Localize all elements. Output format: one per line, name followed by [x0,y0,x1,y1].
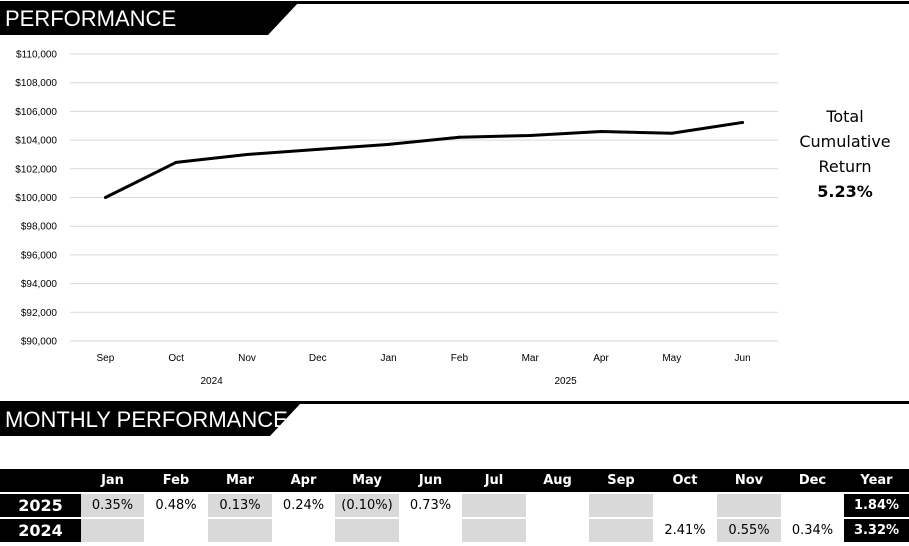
summary-label-line2: Cumulative [799,132,891,151]
performance-line [104,120,743,199]
x-tick-label: Nov [238,353,256,364]
data-point [387,142,391,146]
data-point [457,135,461,139]
summary-label-line3: Return [818,157,872,176]
y-tick-label: $96,000 [21,250,58,261]
header-corner [0,469,81,492]
x-group-label: 2025 [554,376,577,387]
column-header: Apr [272,469,335,492]
y-tick-label: $102,000 [15,164,57,175]
y-tick-label: $108,000 [15,78,57,89]
column-header: Sep [589,469,653,492]
y-tick-label: $98,000 [21,222,58,233]
summary-label-line1: Total [826,107,864,126]
data-point [316,147,320,151]
month-cell [653,494,717,517]
y-tick-label: $110,000 [16,50,57,61]
month-cell: 0.13% [208,494,272,517]
column-header: Oct [653,469,717,492]
month-cell [526,494,589,517]
monthly-performance-title: MONTHLY PERFORMANCE [0,404,300,436]
summary-value: 5.23% [817,182,873,201]
data-point [741,120,745,124]
month-cell: 2.41% [664,523,706,538]
y-tick-label: $104,000 [15,136,57,147]
month-cell: 0.55% [717,519,781,542]
month-cell [144,519,208,542]
x-tick-label: Sep [97,353,115,364]
data-point [103,196,107,199]
performance-title: PERFORMANCE [0,3,298,35]
month-cell [717,494,781,517]
y-tick-label: $100,000 [15,193,57,204]
month-cell [589,519,653,542]
table-body: 2025 0.35% 0.48% 0.13% 0.24% (0.10%) 0.73% 1.84… [0,494,909,542]
row-year: 2025 [0,494,81,517]
row-year: 2024 [0,519,81,542]
month-cell [335,519,399,542]
monthly-performance-table: Jan Feb Mar Apr May Jun Jul Aug Sep Oct Nov Dec Year… [0,467,909,544]
month-cell [272,519,335,542]
column-header: Year [844,469,909,492]
month-cell [526,519,589,542]
month-cell [589,494,653,517]
column-header: Dec [781,469,844,492]
month-cell [462,519,526,542]
month-cell: 0.73% [409,498,452,513]
month-cell [81,519,144,542]
data-point [245,152,249,156]
column-header: Nov [717,469,781,492]
x-tick-label: Mar [522,353,540,364]
x-tick-label: Jan [381,353,397,364]
x-group-label: 2024 [200,376,223,387]
x-tick-label: Dec [309,353,327,364]
month-cell [462,494,526,517]
column-header: Jul [462,469,526,492]
month-cell [399,519,462,542]
y-tick-label: $90,000 [21,337,58,348]
x-tick-label: Apr [593,353,609,364]
column-header: May [335,469,399,492]
x-tick-label: Oct [168,353,184,364]
year-total-cell: 3.32% [844,519,909,542]
y-tick-label: $94,000 [21,279,58,290]
month-cell [781,494,844,517]
column-header: Mar [208,469,272,492]
year-total-cell: 1.84% [844,494,909,517]
data-point [174,160,178,164]
performance-chart: $90,000 $92,000 $94,000 $96,000 $98,000 $100,… [15,50,778,387]
middle-rule [0,401,909,404]
y-tick-label: $92,000 [21,308,58,319]
month-cell: 0.48% [155,498,197,513]
x-tick-label: Feb [451,353,469,364]
column-header: Jun [399,469,462,492]
table-row: 2024 2.41% 0.55% 0.34% 3.32% [0,519,909,542]
month-cell: 0.34% [791,523,834,538]
column-header: Aug [526,469,589,492]
month-cell: 0.35% [81,494,144,517]
data-point [599,129,603,133]
column-header: Jan [81,469,144,492]
top-rule [0,1,909,4]
column-header: Feb [144,469,208,492]
x-tick-label: May [662,353,681,364]
data-point [528,134,532,138]
total-cumulative-return: Total Cumulative Return 5.23% [790,104,900,204]
month-cell [208,519,272,542]
month-cell: (0.10%) [335,494,399,517]
table-row: 2025 0.35% 0.48% 0.13% 0.24% (0.10%) 0.73% 1.84… [0,494,909,517]
data-point [670,131,674,135]
x-tick-label: Jun [735,353,751,364]
table-header-row: Jan Feb Mar Apr May Jun Jul Aug Sep Oct Nov Dec Year [0,469,909,492]
month-cell: 0.24% [282,498,325,513]
y-tick-label: $106,000 [15,107,57,118]
